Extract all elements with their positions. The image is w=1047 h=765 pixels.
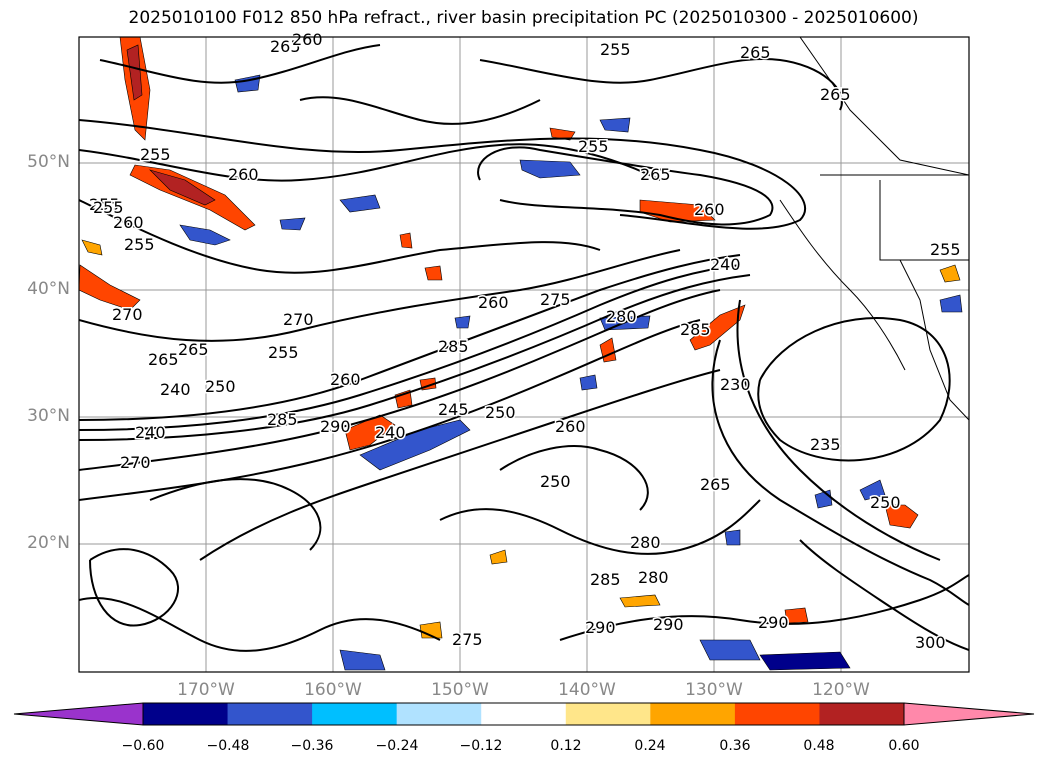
- contour-label: 265: [820, 85, 851, 104]
- colorbar: [13, 702, 1035, 726]
- contour-label: 240: [710, 255, 741, 274]
- contour-label: 290: [585, 618, 616, 637]
- colorbar-tick: −0.60: [121, 738, 165, 754]
- colorbar-segment: [227, 703, 313, 725]
- contour-label: 255: [578, 137, 609, 156]
- contour-label: 300: [915, 633, 946, 652]
- contour-label: 255: [89, 195, 120, 214]
- contour-label: 260: [292, 30, 323, 49]
- lat-label-50n: 50°N: [27, 152, 70, 172]
- lon-label-140w: 140°W: [558, 680, 616, 700]
- contour-label: 280: [606, 307, 637, 326]
- colorbar-tick: 0.48: [803, 738, 835, 754]
- colorbar-extend-high: [903, 702, 1035, 726]
- contour-label: 270: [112, 305, 143, 324]
- contour-label: 285: [590, 570, 621, 589]
- lon-label-130w: 130°W: [685, 680, 743, 700]
- map-title: 2025010100 F012 850 hPa refract., river …: [128, 8, 919, 28]
- contour-label: 235: [810, 435, 841, 454]
- lon-label-120w: 120°W: [812, 680, 870, 700]
- contour-label: 260: [330, 370, 361, 389]
- colorbar-frame: [142, 702, 905, 726]
- colorbar-segment: [312, 703, 398, 725]
- contour-label: 265: [148, 350, 179, 369]
- contour-label: 250: [485, 403, 516, 422]
- contour-label: 265: [700, 475, 731, 494]
- contour-label: 260: [555, 417, 586, 436]
- contour-label: 250: [870, 493, 901, 512]
- lat-label-30n: 30°N: [27, 406, 70, 426]
- contour-label: 245: [438, 400, 469, 419]
- contour-label: 275: [540, 290, 571, 309]
- colorbar-segment: [481, 703, 567, 725]
- precip-shading: [79, 37, 963, 671]
- contour-label: 285: [680, 320, 711, 339]
- contour-label: 265: [178, 340, 209, 359]
- contour-label: 250: [205, 377, 236, 396]
- contour-label: 255: [124, 235, 155, 254]
- contour-label: 285: [267, 410, 298, 429]
- colorbar-tick: −0.12: [459, 738, 503, 754]
- colorbar-segment: [650, 703, 736, 725]
- map-background: [79, 37, 969, 672]
- lon-label-150w: 150°W: [431, 680, 489, 700]
- refractivity-contours: [79, 44, 969, 652]
- colorbar-segment: [819, 703, 905, 725]
- map-field: [79, 37, 969, 672]
- contour-label: 270: [120, 453, 151, 472]
- colorbar-segment: [565, 703, 651, 725]
- contour-label: 285: [438, 337, 469, 356]
- colorbar-tick: 0.24: [634, 738, 666, 754]
- contour-label: 290: [653, 615, 684, 634]
- colorbar-tick: 0.60: [888, 738, 920, 754]
- colorbar-segment: [396, 703, 482, 725]
- lon-label-160w: 160°W: [304, 680, 362, 700]
- contour-label: 290: [320, 417, 351, 436]
- colorbar-tick: 0.36: [719, 738, 751, 754]
- contour-label-group: 2652602552602552552652602552652652552602…: [88, 29, 963, 654]
- contour-label: 275: [452, 630, 483, 649]
- contour-label: 260: [228, 165, 259, 184]
- contour-label: 265: [270, 37, 301, 56]
- contour-label: 260: [113, 213, 144, 232]
- contour-label: 230: [720, 375, 751, 394]
- colorbar-tick: −0.24: [375, 738, 419, 754]
- contour-label: 265: [740, 43, 771, 62]
- lon-label-170w: 170°W: [177, 680, 235, 700]
- colorbar-tick: −0.36: [290, 738, 334, 754]
- colorbar-tick: −0.48: [206, 738, 250, 754]
- contour-label: 255: [93, 198, 124, 217]
- colorbar-extend-low: [13, 702, 144, 726]
- contour-label: 270: [283, 310, 314, 329]
- lat-label-20n: 20°N: [27, 533, 70, 553]
- contour-label: 290: [758, 613, 789, 632]
- contour-label: 240: [160, 380, 191, 399]
- contour-label: 240: [375, 423, 406, 442]
- contour-label: 265: [640, 165, 671, 184]
- contour-label: 250: [540, 472, 571, 491]
- contour-label: 280: [630, 533, 661, 552]
- contour-label: 260: [478, 293, 509, 312]
- contour-label: 240: [135, 423, 166, 442]
- colorbar-segment: [143, 703, 229, 725]
- contour-label: 255: [268, 343, 299, 362]
- contour-label: 260: [694, 200, 725, 219]
- contour-label: 280: [638, 568, 669, 587]
- contour-label: 255: [140, 145, 171, 164]
- lat-label-40n: 40°N: [27, 279, 70, 299]
- coastlines: [779, 37, 969, 421]
- colorbar-tick: 0.12: [550, 738, 582, 754]
- contour-label: 255: [600, 40, 631, 59]
- map-frame: [78, 36, 970, 673]
- contour-label: 255: [930, 240, 961, 259]
- colorbar-segment: [734, 703, 820, 725]
